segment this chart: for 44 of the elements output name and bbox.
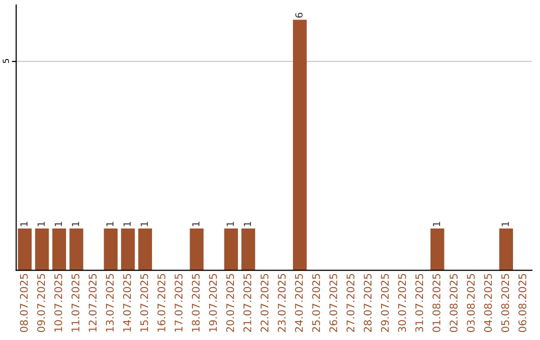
x-tick-label: 27.07.2025 (346, 274, 354, 332)
x-tick-label: 06.08.2025 (518, 274, 526, 332)
data-label: 6 (295, 12, 303, 18)
data-label: 1 (54, 222, 62, 226)
x-tick-label: 15.07.2025 (140, 274, 148, 332)
x-tick-label: 16.07.2025 (157, 274, 166, 332)
data-label: 1 (124, 222, 131, 226)
x-tick-label: 21.07.2025 (243, 274, 252, 332)
data-label: 1 (38, 222, 45, 226)
data-label: 1 (226, 222, 234, 226)
x-tick-label: 22.07.2025 (260, 274, 268, 332)
data-label: 1 (432, 222, 440, 226)
data-label: 1 (72, 222, 80, 226)
x-tick-label: 03.08.2025 (466, 274, 475, 332)
x-tick-label: 14.07.2025 (123, 274, 131, 332)
x-tick-label: 30.07.2025 (398, 274, 406, 332)
data-label: 1 (20, 222, 28, 226)
data-label: 1 (106, 222, 114, 226)
x-tick-label: 12.07.2025 (88, 274, 97, 332)
data-label: 1 (244, 222, 251, 226)
x-tick-label: 18.07.2025 (192, 274, 200, 332)
x-tick-label: 02.08.2025 (450, 274, 458, 332)
x-tick-label: 09.07.2025 (37, 274, 46, 332)
x-tick-label: 20.07.2025 (226, 274, 234, 332)
data-label: 1 (502, 222, 509, 226)
x-tick-label: 26.07.2025 (329, 274, 338, 332)
x-tick-label: 31.07.2025 (415, 274, 424, 332)
x-tick-label: 29.07.2025 (380, 274, 389, 332)
y-tick-label: 5 (2, 59, 10, 63)
x-tick-label: 17.07.2025 (174, 274, 183, 332)
x-tick-label: 11.07.2025 (72, 274, 80, 332)
x-tick-label: 13.07.2025 (106, 274, 114, 332)
x-tick-label: 01.08.2025 (432, 274, 440, 332)
x-tick-label: 10.07.2025 (54, 274, 62, 332)
x-tick-label: 23.07.2025 (278, 274, 286, 332)
x-tick-label: 08.07.2025 (20, 274, 28, 332)
x-tick-label: 28.07.2025 (364, 274, 372, 332)
data-label: 1 (192, 222, 200, 226)
x-tick-label: 05.08.2025 (501, 274, 510, 332)
x-tick-label: 25.07.2025 (312, 274, 320, 332)
x-tick-label: 04.08.2025 (484, 274, 492, 332)
x-tick-label: 19.07.2025 (209, 274, 217, 332)
data-label: 1 (140, 222, 148, 226)
x-tick-label: 24.07.2025 (294, 274, 303, 332)
